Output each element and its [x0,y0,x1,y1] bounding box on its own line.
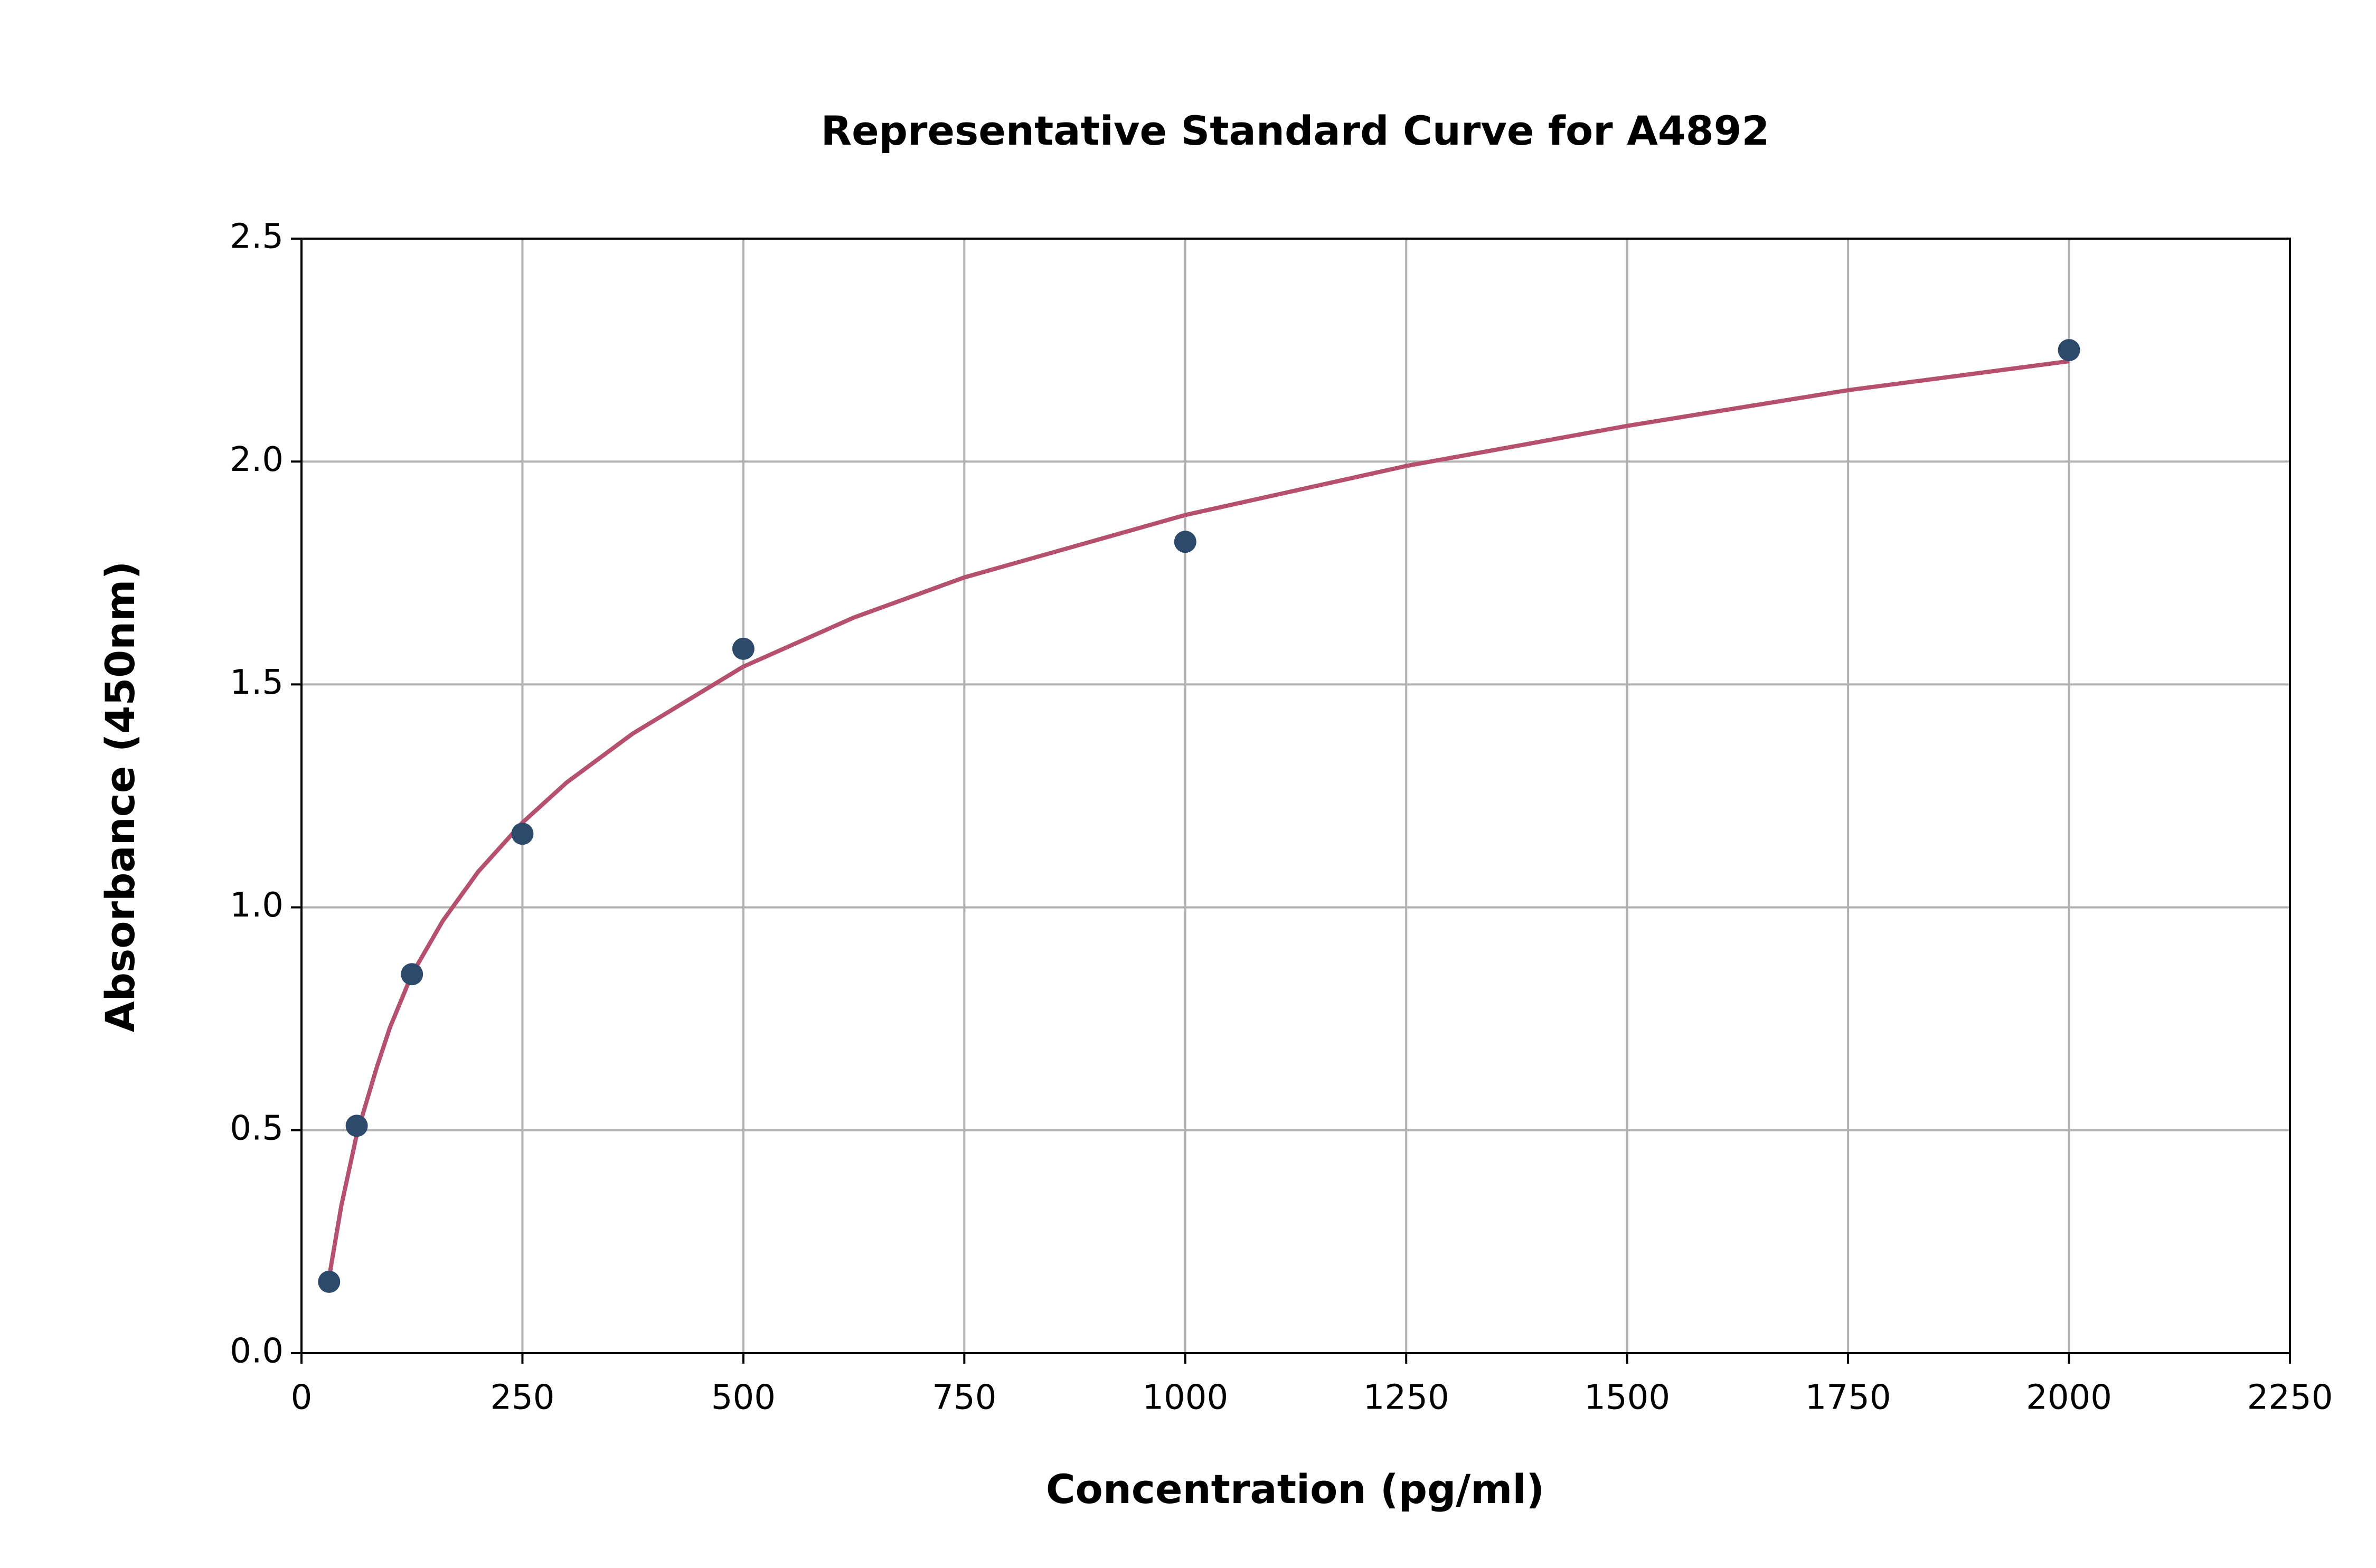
y-tick-label: 0.0 [230,1332,284,1371]
y-tick-label: 2.5 [230,218,284,257]
data-point [1174,531,1196,553]
x-tick-label: 500 [711,1378,776,1418]
y-tick-label: 0.5 [230,1109,284,1148]
x-tick-label: 2000 [2026,1378,2112,1418]
x-tick-label: 1000 [1142,1378,1228,1418]
data-point [2058,339,2080,362]
x-tick-label: 1750 [1805,1378,1891,1418]
data-point [732,637,755,660]
y-tick-label: 1.0 [230,886,284,925]
chart-title: Representative Standard Curve for A4892 [821,107,1770,154]
x-tick-label: 2250 [2247,1378,2333,1418]
x-tick-label: 1500 [1584,1378,1670,1418]
x-tick-label: 0 [291,1378,313,1418]
data-point [511,823,534,845]
data-point [401,963,423,986]
x-tick-label: 250 [490,1378,554,1418]
fit-curve [327,359,2070,1278]
data-point [345,1114,368,1137]
y-axis-label: Absorbance (450nm) [97,561,144,1032]
plot-frame [300,238,2291,1354]
x-axis-label: Concentration (pg/ml) [1046,1466,1544,1513]
y-tick-label: 1.5 [230,663,284,702]
data-point [318,1270,341,1293]
x-tick-label: 750 [932,1378,996,1418]
x-tick-label: 1250 [1363,1378,1449,1418]
y-tick-label: 2.0 [230,440,284,479]
